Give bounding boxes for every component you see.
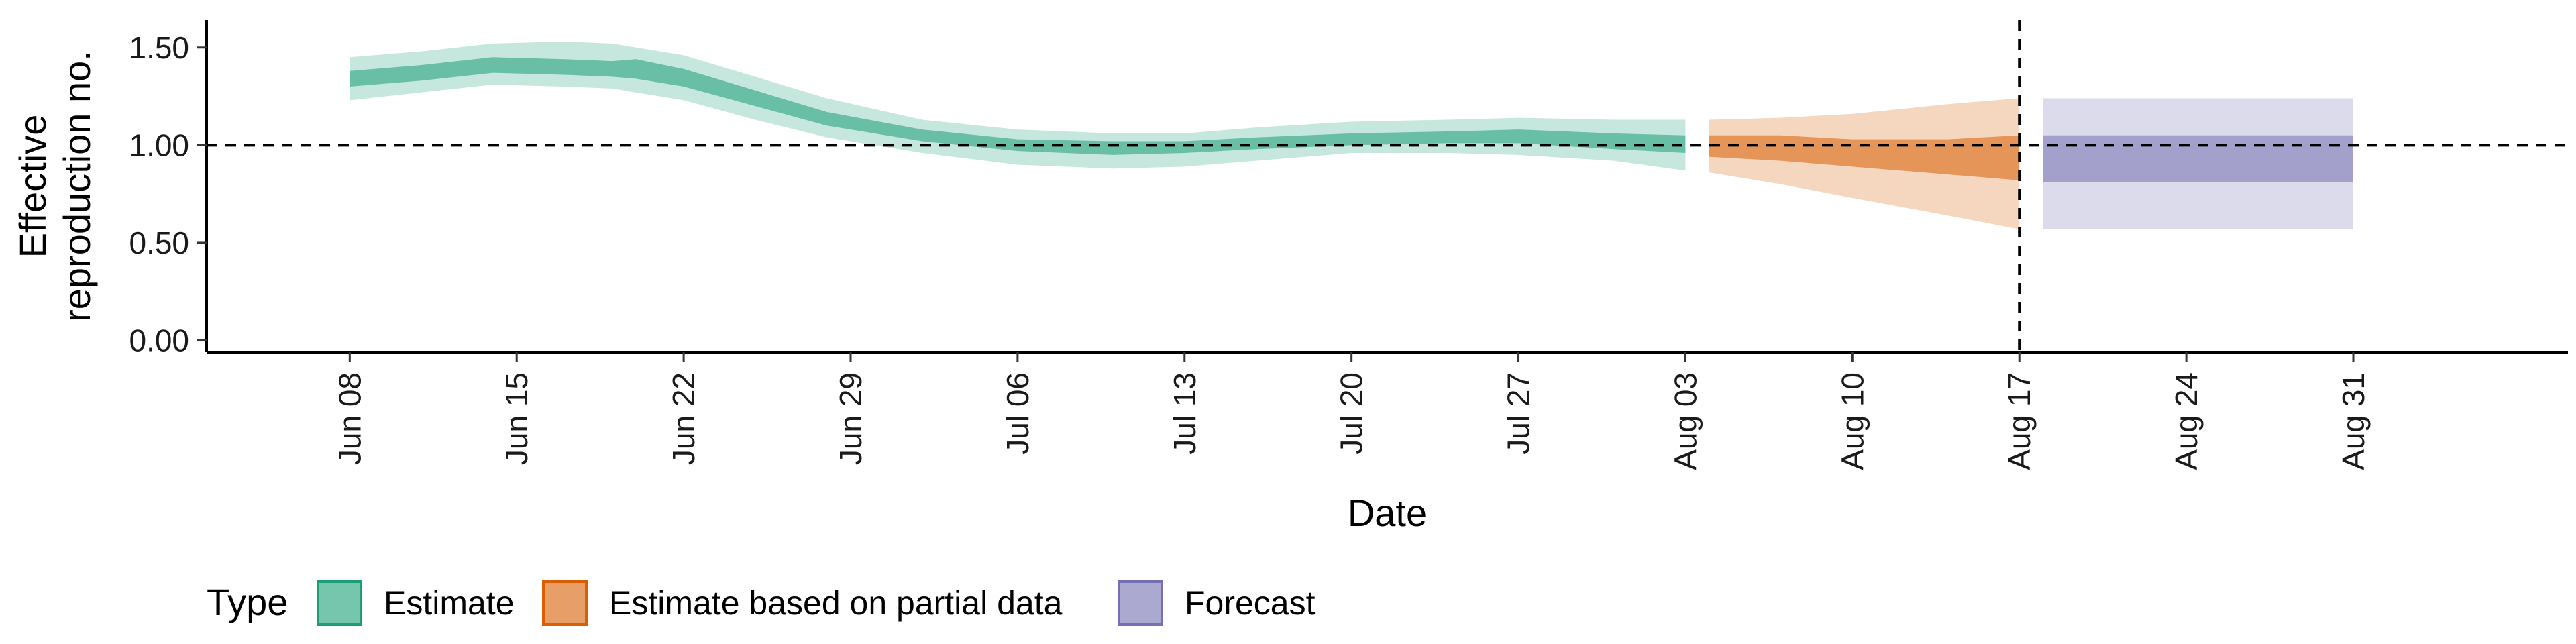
legend-label: Estimate based on partial data xyxy=(609,584,1063,622)
x-tick-label: Aug 17 xyxy=(2002,372,2037,470)
x-tick-label: Jul 13 xyxy=(1167,372,1202,455)
y-tick-label: 1.50 xyxy=(129,30,189,65)
x-tick-label: Jun 15 xyxy=(499,372,534,465)
x-tick-label: Jun 08 xyxy=(332,372,367,465)
legend-items: Estimate Estimate based on partial data Fo… xyxy=(317,580,1316,626)
y-tick-label: 0.50 xyxy=(129,225,189,260)
x-tick-label: Aug 03 xyxy=(1668,372,1703,470)
x-tick-label: Jun 29 xyxy=(833,372,868,465)
y-axis-title-line-2: reproduction no. xyxy=(56,50,98,322)
legend-label: Forecast xyxy=(1185,584,1316,622)
plot-area: 0.00 0.50 1.00 1.50 Jun 08 Jun 15 Jun 22 Jun 2… xyxy=(129,20,2568,470)
series-1-band-50 xyxy=(1709,135,2020,180)
legend-key xyxy=(542,580,588,626)
legend-title: Type xyxy=(207,581,288,623)
x-tick-label: Jul 20 xyxy=(1334,372,1369,455)
legend-label: Estimate xyxy=(384,584,515,622)
y-axis-title: Effective reproduction no. xyxy=(11,50,98,322)
y-axis-ticks: 0.00 0.50 1.00 1.50 xyxy=(129,30,207,358)
series-0-band-50 xyxy=(350,57,1686,155)
x-tick-label: Aug 24 xyxy=(2169,372,2204,470)
y-tick-label: 0.00 xyxy=(129,323,189,358)
uncertainty-bands xyxy=(350,42,2353,229)
x-tick-label: Aug 10 xyxy=(1835,372,1870,470)
legend-key xyxy=(317,580,362,626)
x-axis-ticks: Jun 08 Jun 15 Jun 22 Jun 29 Jul 06 Jul 13 Jul … xyxy=(332,352,2371,470)
x-axis-title: Date xyxy=(1348,492,1427,534)
x-tick-label: Aug 31 xyxy=(2336,372,2371,470)
x-tick-label: Jun 22 xyxy=(666,372,701,465)
series-2-band-50 xyxy=(2043,135,2353,182)
legend: Type Estimate Estimate based on partial d… xyxy=(207,580,1316,626)
y-axis-title-line-1: Effective xyxy=(11,115,54,258)
y-tick-label: 1.00 xyxy=(129,127,189,162)
legend-key xyxy=(1118,580,1163,626)
x-tick-label: Jul 27 xyxy=(1501,372,1536,455)
x-tick-label: Jul 06 xyxy=(1000,372,1035,455)
